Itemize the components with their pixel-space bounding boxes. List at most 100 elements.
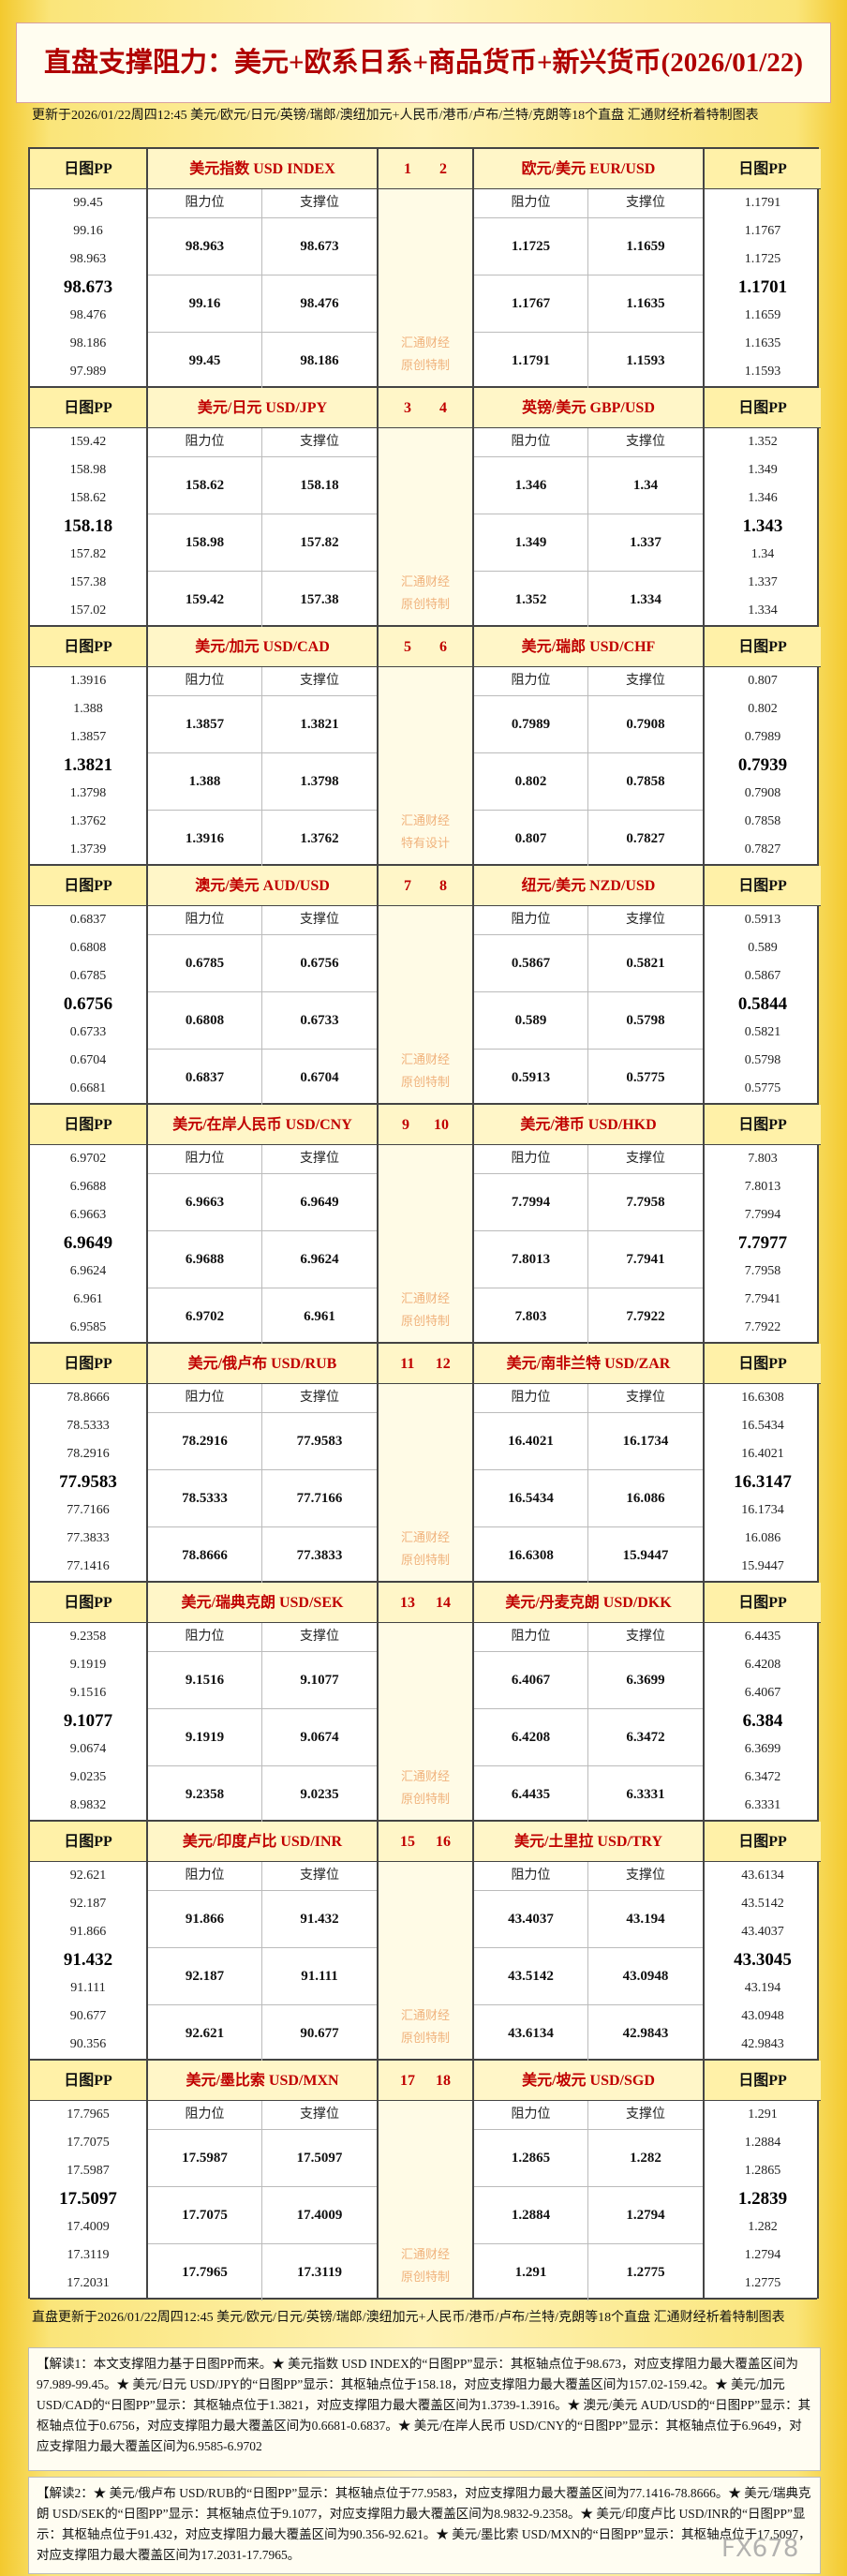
pp-value: 1.291: [748, 2107, 778, 2122]
pp-value: 17.3119: [67, 2248, 110, 2262]
sub-header: 阻力位 支撑位: [474, 1862, 703, 1891]
level-row: 16.5434 16.086: [474, 1470, 703, 1527]
level-row: 6.4067 6.3699: [474, 1652, 703, 1709]
resistance-label: 阻力位: [148, 667, 262, 695]
resistance-value: 0.7989: [474, 696, 588, 752]
pp-value: 78.5333: [67, 1419, 110, 1433]
resistance-value: 0.802: [474, 753, 588, 810]
resistance-value: 1.349: [474, 514, 588, 571]
pair-name: 美元/瑞典克朗 USD/SEK: [148, 1583, 377, 1623]
support-value: 9.0674: [300, 1730, 339, 1745]
resistance-value: 1.291: [474, 2244, 588, 2301]
pair-name: 纽元/美元 NZD/USD: [474, 866, 703, 906]
support-value: 91.432: [300, 1912, 339, 1927]
resistance-label: 阻力位: [474, 1145, 588, 1173]
support-value: 16.1734: [622, 1434, 669, 1449]
pair-panel: 美元/印度卢比 USD/INR 阻力位 支撑位 91.866 91.432 92.187 9…: [146, 1822, 379, 2062]
pair-panel: 美元指数 USD INDEX 阻力位 支撑位 98.963 98.673 99.16 98.…: [146, 149, 379, 389]
pp-value: 157.02: [69, 603, 107, 618]
pp-value: 17.5987: [67, 2164, 110, 2178]
pair-name: 美元/土里拉 USD/TRY: [474, 1822, 703, 1862]
pair-panel: 美元/在岸人民币 USD/CNY 阻力位 支撑位 6.9663 6.9649 6.9688…: [146, 1105, 379, 1345]
pp-value: 17.2031: [67, 2276, 110, 2290]
resistance-value: 1.1791: [474, 333, 588, 389]
pp-value: 0.5844: [737, 994, 788, 1014]
pair-name: 美元/在岸人民币 USD/CNY: [148, 1105, 377, 1145]
resistance-label: 阻力位: [148, 2101, 262, 2129]
pp-value: 42.9843: [741, 2037, 784, 2051]
support-label: 支撑位: [300, 674, 339, 688]
pair-block: 日图PP 17.7965 17.7075 17.5987 17.5097 17.4009 1…: [30, 2061, 821, 2301]
pp-header: 日图PP: [705, 1344, 821, 1384]
pp-value: 1.349: [748, 463, 778, 477]
support-label: 支撑位: [626, 674, 665, 688]
support-value: 157.82: [300, 535, 339, 550]
watermark: 特有设计: [400, 836, 450, 850]
pp-value: 1.1593: [744, 365, 781, 379]
level-row: 6.9663 6.9649: [148, 1174, 377, 1231]
pp-value: 7.7922: [744, 1320, 781, 1334]
pp-header: 日图PP: [705, 2061, 821, 2101]
pp-value: 9.1919: [69, 1658, 107, 1672]
support-value: 9.1077: [300, 1673, 339, 1688]
level-row: 9.1919 9.0674: [148, 1709, 377, 1766]
pp-value: 43.3045: [734, 1950, 792, 1970]
support-value: 6.3472: [626, 1730, 665, 1745]
watermark: 汇通财经: [400, 574, 450, 588]
block-number: 17: [400, 2073, 415, 2089]
pp-value: 78.2916: [67, 1447, 110, 1461]
support-value: 0.7858: [626, 774, 665, 789]
pp-value: 0.6681: [69, 1081, 107, 1095]
pp-value: 16.6308: [741, 1391, 784, 1405]
resistance-value: 1.388: [148, 753, 262, 810]
watermark: 原创特制: [400, 358, 450, 372]
pp-value: 0.6808: [69, 941, 107, 955]
pp-column: 日图PP 99.45 99.16 98.963 98.673 98.476 98.186 97…: [30, 149, 146, 386]
resistance-value: 1.3857: [148, 696, 262, 752]
support-value: 7.7922: [626, 1309, 665, 1324]
pp-value: 90.356: [69, 2037, 107, 2051]
center-column: 17 18 汇通财经 原创特制: [379, 2061, 472, 2298]
block-number: 14: [436, 1595, 451, 1611]
support-label: 支撑位: [626, 196, 665, 210]
block-number: 4: [439, 400, 447, 416]
center-column: 1 2 汇通财经 原创特制: [379, 149, 472, 386]
support-label: 支撑位: [300, 1869, 339, 1883]
pair-block: 日图PP 0.6837 0.6808 0.6785 0.6756 0.6733 0.6704…: [30, 866, 821, 1106]
pp-header: 日图PP: [705, 866, 821, 906]
support-value: 9.0235: [300, 1787, 339, 1802]
support-value: 0.6756: [300, 956, 339, 971]
block-number: 15: [400, 1834, 415, 1850]
sub-header: 阻力位 支撑位: [148, 906, 377, 935]
level-row: 9.1516 9.1077: [148, 1652, 377, 1709]
pp-value: 0.5867: [744, 969, 781, 983]
pair-panel: 美元/俄卢布 USD/RUB 阻力位 支撑位 78.2916 77.9583 78.533…: [146, 1344, 379, 1584]
pp-value: 9.1516: [69, 1686, 107, 1700]
pp-value: 7.7941: [744, 1292, 781, 1306]
support-value: 42.9843: [622, 2026, 669, 2041]
block-number: 3: [404, 400, 411, 416]
block-number: 13: [400, 1595, 415, 1611]
resistance-value: 9.1516: [148, 1652, 262, 1708]
resistance-value: 6.4067: [474, 1652, 588, 1708]
level-row: 17.5987 17.5097: [148, 2130, 377, 2187]
pp-column: 日图PP 1.3916 1.388 1.3857 1.3821 1.3798 1.3762 1…: [30, 627, 146, 864]
pp-column: 日图PP 6.4435 6.4208 6.4067 6.384 6.3699 6.3472 6…: [705, 1583, 821, 1820]
pp-value: 158.62: [69, 491, 107, 505]
pp-value: 9.0235: [69, 1770, 107, 1784]
level-row: 99.45 98.186: [148, 333, 377, 389]
pp-value: 6.9663: [69, 1208, 107, 1222]
support-value: 0.7827: [626, 831, 665, 846]
watermark: 汇通财经: [400, 813, 450, 827]
pp-value: 0.7989: [744, 730, 781, 744]
block-numbers: 13 14: [379, 1583, 472, 1623]
pp-header: 日图PP: [30, 627, 146, 667]
support-value: 6.9649: [300, 1195, 339, 1210]
pp-value: 6.9688: [69, 1180, 107, 1194]
pp-value: 1.346: [748, 491, 778, 505]
sub-header: 阻力位 支撑位: [148, 1623, 377, 1652]
level-row: 0.802 0.7858: [474, 753, 703, 811]
resistance-value: 43.4037: [474, 1891, 588, 1947]
